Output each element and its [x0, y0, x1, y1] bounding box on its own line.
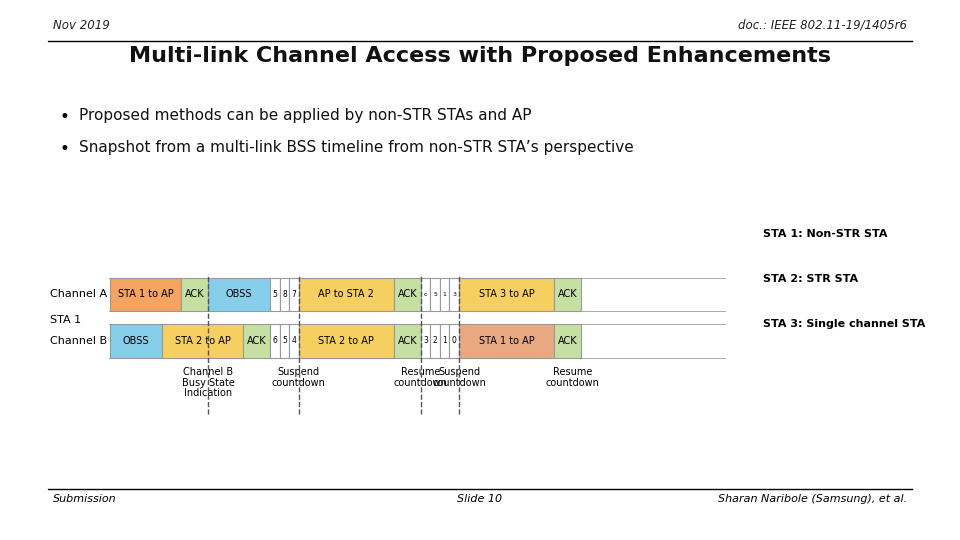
- Text: Nov 2019: Nov 2019: [53, 19, 109, 32]
- Bar: [279, 278, 289, 311]
- Text: 6: 6: [273, 336, 277, 346]
- Text: Channel A: Channel A: [50, 289, 107, 299]
- Text: ACK: ACK: [397, 289, 418, 299]
- Bar: [395, 278, 420, 311]
- Bar: [420, 325, 430, 357]
- Text: STA 2 to AP: STA 2 to AP: [319, 336, 374, 346]
- Bar: [244, 325, 270, 357]
- Bar: [459, 325, 554, 357]
- Text: Snapshot from a multi-link BSS timeline from non-STR STA’s perspective: Snapshot from a multi-link BSS timeline …: [79, 140, 634, 156]
- Bar: [299, 325, 395, 357]
- Bar: [162, 325, 244, 357]
- Text: ACK: ACK: [558, 336, 578, 346]
- Bar: [181, 278, 208, 311]
- Bar: [109, 278, 181, 311]
- Text: STA 1 to AP: STA 1 to AP: [118, 289, 174, 299]
- Text: doc.: IEEE 802.11-19/1405r6: doc.: IEEE 802.11-19/1405r6: [738, 19, 907, 32]
- Text: 5: 5: [282, 336, 287, 346]
- Text: 3: 3: [452, 292, 456, 297]
- Text: Slide 10: Slide 10: [457, 494, 503, 504]
- Text: c: c: [424, 292, 427, 297]
- Bar: [109, 325, 162, 357]
- Text: OBSS: OBSS: [226, 289, 252, 299]
- Text: ACK: ACK: [247, 336, 267, 346]
- Text: countdown: countdown: [272, 377, 325, 388]
- Bar: [289, 278, 299, 311]
- Text: 4: 4: [292, 336, 297, 346]
- Text: Indication: Indication: [184, 388, 232, 399]
- Text: Suspend: Suspend: [277, 367, 320, 377]
- Text: ACK: ACK: [558, 289, 578, 299]
- Text: •: •: [60, 108, 69, 126]
- Bar: [449, 278, 459, 311]
- Text: ACK: ACK: [185, 289, 204, 299]
- Bar: [299, 278, 395, 311]
- Text: Channel B: Channel B: [50, 336, 107, 346]
- Text: 5: 5: [273, 290, 277, 299]
- Text: STA 1: STA 1: [50, 315, 82, 325]
- Text: STA 1 to AP: STA 1 to AP: [479, 336, 535, 346]
- Bar: [208, 278, 270, 311]
- Text: Multi-link Channel Access with Proposed Enhancements: Multi-link Channel Access with Proposed …: [129, 46, 831, 66]
- Text: AP to STA 2: AP to STA 2: [319, 289, 374, 299]
- Text: 3: 3: [423, 336, 428, 346]
- Bar: [270, 325, 279, 357]
- Bar: [420, 278, 430, 311]
- Text: STA 3: Single channel STA: STA 3: Single channel STA: [763, 320, 925, 329]
- Bar: [430, 325, 440, 357]
- Text: 5: 5: [433, 292, 437, 297]
- Bar: [554, 278, 581, 311]
- Text: Resume: Resume: [553, 367, 592, 377]
- Text: 8: 8: [282, 290, 287, 299]
- Bar: [440, 325, 449, 357]
- Text: countdown: countdown: [432, 377, 486, 388]
- Text: countdown: countdown: [545, 377, 599, 388]
- Bar: [270, 278, 279, 311]
- Text: Suspend: Suspend: [438, 367, 480, 377]
- Text: OBSS: OBSS: [123, 336, 150, 346]
- Bar: [395, 325, 420, 357]
- Text: 1: 1: [443, 292, 446, 297]
- Text: Resume: Resume: [401, 367, 441, 377]
- Text: •: •: [60, 140, 69, 158]
- Text: STA 2 to AP: STA 2 to AP: [175, 336, 230, 346]
- Text: STA 3 to AP: STA 3 to AP: [479, 289, 535, 299]
- Text: countdown: countdown: [394, 377, 447, 388]
- Text: 7: 7: [292, 290, 297, 299]
- Text: STA 1: Non-STR STA: STA 1: Non-STR STA: [763, 229, 888, 239]
- Bar: [554, 325, 581, 357]
- Bar: [459, 278, 554, 311]
- Text: Proposed methods can be applied by non-STR STAs and AP: Proposed methods can be applied by non-S…: [79, 108, 531, 123]
- Text: Submission: Submission: [53, 494, 116, 504]
- Text: ACK: ACK: [397, 336, 418, 346]
- Bar: [440, 278, 449, 311]
- Text: Channel B: Channel B: [183, 367, 233, 377]
- Bar: [289, 325, 299, 357]
- Bar: [279, 325, 289, 357]
- Bar: [449, 325, 459, 357]
- Text: Sharan Naribole (Samsung), et al.: Sharan Naribole (Samsung), et al.: [718, 494, 907, 504]
- Text: 1: 1: [443, 336, 447, 346]
- Bar: [430, 278, 440, 311]
- Text: STA 2: STR STA: STA 2: STR STA: [763, 274, 858, 284]
- Text: 0: 0: [452, 336, 457, 346]
- Text: Busy State: Busy State: [181, 377, 234, 388]
- Text: 2: 2: [433, 336, 438, 346]
